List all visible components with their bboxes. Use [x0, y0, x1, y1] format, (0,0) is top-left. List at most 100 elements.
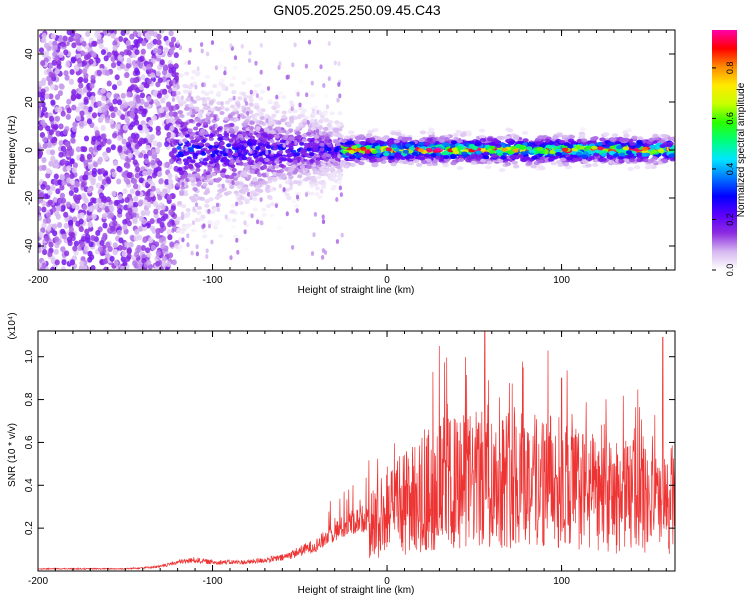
spectrogram-cell	[184, 72, 189, 76]
spectrogram-cell	[44, 236, 49, 242]
spectrogram-cell	[530, 164, 536, 168]
spectrogram-cell	[255, 146, 260, 150]
spectrogram-cell	[466, 130, 472, 134]
spectrogram-cell	[85, 234, 90, 240]
spectrogram-cell	[485, 165, 491, 169]
spectrogram-cell	[217, 166, 220, 171]
spectrogram-cell	[146, 64, 151, 70]
spectrogram-cell	[188, 93, 191, 98]
spectrogram-cell	[395, 132, 401, 136]
spectrogram-cell	[211, 172, 216, 176]
spectrogram-ytick-label: -40	[24, 238, 35, 253]
spectrogram-cell	[267, 86, 270, 91]
spectrogram-cell	[63, 212, 68, 218]
spectrogram-cell	[206, 52, 209, 57]
spectrogram-cell	[337, 61, 340, 66]
spectrogram-cell	[128, 208, 133, 214]
spectrogram-cell	[127, 247, 132, 253]
colorbar-tick-label: 0.2	[725, 213, 735, 226]
spectrogram-cell	[458, 158, 464, 162]
spectrogram-cell	[201, 225, 204, 230]
spectrogram-cell	[71, 105, 76, 111]
spectrogram-cell	[287, 172, 292, 176]
spectrogram-cell	[365, 150, 371, 154]
spectrogram-cell	[132, 260, 137, 266]
spectrogram-cell	[161, 236, 166, 242]
spectrogram-cell	[89, 59, 94, 65]
spectrogram-cell	[408, 161, 414, 165]
spectrogram-cell	[117, 80, 122, 86]
spectrogram-cell	[228, 139, 233, 143]
spectrogram-cell	[652, 134, 658, 138]
spectrogram-cell	[497, 136, 503, 140]
spectrogram-cell	[134, 49, 139, 55]
spectrogram-cell	[268, 99, 273, 103]
spectrogram-cell	[660, 144, 666, 148]
spectrogram-cell	[330, 152, 335, 156]
spectrogram-cell	[141, 219, 146, 225]
spectrogram-cell	[260, 43, 263, 48]
spectrogram-cell	[48, 242, 53, 248]
spectrogram-cell	[246, 116, 251, 120]
spectrogram-cell	[267, 176, 272, 180]
spectrogram-cell	[133, 183, 138, 189]
spectrogram-ylabel: Frequency (Hz)	[7, 116, 18, 185]
spectrogram-cell	[115, 124, 120, 130]
spectrogram-cell	[217, 207, 220, 212]
spectrogram-cell	[89, 254, 94, 260]
spectrogram-cell	[248, 133, 253, 137]
spectrogram-cell	[379, 141, 385, 145]
spectrogram-cell	[42, 33, 47, 39]
spectrogram-cell	[204, 204, 209, 208]
spectrogram-cell	[155, 101, 160, 107]
spectrogram-cell	[183, 128, 188, 132]
spectrogram-cell	[305, 92, 308, 97]
spectrogram-cell	[262, 213, 267, 217]
spectrogram-cell	[70, 138, 75, 144]
spectrogram-cell	[258, 97, 263, 101]
spectrogram-cell	[333, 127, 338, 131]
spectrogram-cell	[328, 76, 331, 81]
spectrogram-cell	[340, 192, 343, 197]
spectrogram-cell	[280, 139, 285, 143]
spectrogram-cell	[221, 101, 224, 106]
spectrogram-cell	[244, 200, 249, 204]
spectrogram-cell	[117, 208, 122, 214]
spectrogram-cell	[126, 142, 131, 148]
spectrogram-cell	[225, 86, 228, 91]
spectrogram-cell	[305, 64, 308, 69]
spectrogram-cell	[523, 156, 529, 160]
spectrogram-cell	[189, 109, 192, 114]
spectrogram-cell	[51, 256, 56, 262]
spectrogram-cell	[232, 172, 237, 176]
spectrogram-cell	[271, 150, 274, 155]
spectrogram-cell	[98, 175, 103, 181]
spectrogram-cell	[179, 45, 182, 50]
spectrogram-cell	[266, 204, 271, 208]
spectrogram-cell	[226, 143, 231, 147]
spectrogram-cell	[555, 149, 561, 153]
spectrogram-cell	[160, 59, 165, 65]
spectrogram-cell	[321, 255, 324, 260]
spectrogram-cell	[662, 134, 668, 138]
spectrogram-cell	[108, 246, 113, 252]
spectrogram-cell	[250, 191, 255, 195]
spectrogram-cell	[216, 116, 219, 121]
spectrogram-ytick-label: -20	[24, 190, 35, 205]
spectrogram-cell	[41, 165, 46, 171]
spectrogram-cell	[43, 143, 48, 149]
spectrogram-cell	[117, 230, 122, 236]
spectrogram-cell	[162, 256, 167, 262]
spectrogram-cell	[195, 137, 200, 141]
spectrogram-cell	[191, 159, 196, 163]
spectrogram-cell	[225, 215, 228, 220]
spectrogram-cell	[69, 79, 74, 85]
spectrogram-cell	[117, 55, 122, 61]
spectrogram-cell	[328, 173, 333, 177]
spectrogram-cell	[300, 165, 305, 169]
spectrogram-cell	[333, 162, 338, 166]
spectrogram-cell	[187, 86, 192, 90]
spectrogram-cell	[235, 238, 238, 243]
spectrogram-cell	[178, 110, 183, 114]
